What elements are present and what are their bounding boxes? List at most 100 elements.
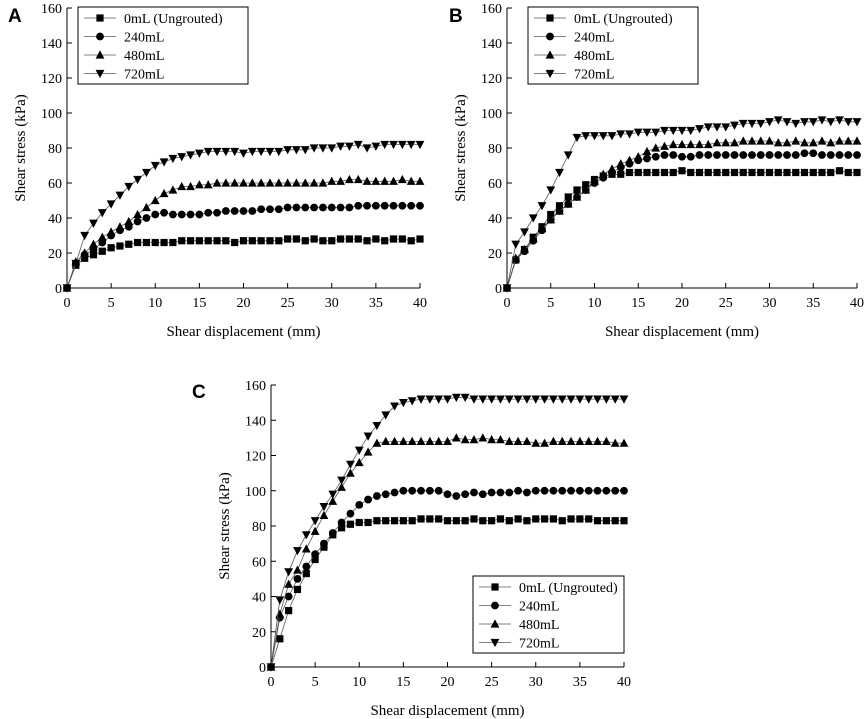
data-point (590, 132, 599, 141)
data-point (159, 188, 169, 198)
legend-label: 480mL (519, 618, 559, 633)
data-point (371, 201, 380, 210)
data-point (285, 607, 293, 615)
data-point (276, 635, 284, 643)
data-point (852, 136, 862, 145)
data-point (651, 152, 660, 161)
data-point (835, 151, 844, 159)
data-point (390, 488, 399, 497)
y-axis-title: Shear stress (kPa) (13, 94, 29, 201)
data-point (496, 435, 505, 444)
data-point (800, 168, 809, 177)
data-point (407, 397, 417, 406)
legend-label: 720mL (124, 68, 164, 83)
data-point (381, 436, 391, 445)
data-point (826, 151, 835, 159)
data-point (345, 203, 354, 212)
data-point (283, 146, 293, 155)
series-line (66, 144, 420, 289)
data-point (354, 201, 363, 210)
data-point (62, 284, 72, 293)
data-point (460, 435, 470, 444)
y-tick-label: 140 (481, 37, 502, 52)
data-point (345, 174, 354, 184)
data-point (572, 133, 582, 143)
data-point (293, 565, 302, 574)
data-point (283, 178, 293, 187)
data-point (415, 140, 425, 150)
data-point (318, 178, 328, 187)
data-point (248, 207, 257, 215)
data-point (390, 402, 399, 411)
data-point (443, 436, 452, 445)
data-point (800, 149, 809, 158)
data-point (557, 395, 567, 404)
y-tick-label: 120 (245, 450, 266, 465)
x-tick-label: 15 (631, 296, 645, 311)
data-point (434, 436, 444, 445)
data-point (425, 486, 434, 495)
series-triangle-up (266, 433, 629, 671)
data-point (738, 136, 748, 145)
data-point (826, 118, 836, 127)
data-point (575, 436, 585, 445)
data-point (549, 395, 558, 404)
x-axis-title: Shear displacement (mm) (166, 324, 320, 340)
data-point (310, 235, 318, 243)
legend-label: 480mL (574, 49, 614, 64)
data-point (230, 147, 240, 157)
x-tick-label: 0 (504, 296, 511, 311)
legend-marker (490, 619, 500, 628)
data-point (532, 515, 540, 523)
data-point (425, 395, 435, 404)
data-point (651, 128, 661, 137)
data-point (284, 592, 293, 601)
data-point (610, 438, 620, 447)
x-tick-label: 20 (237, 296, 251, 311)
data-point (292, 235, 301, 243)
data-point (660, 141, 669, 150)
data-point (593, 486, 602, 495)
data-point (730, 138, 739, 147)
data-point (487, 395, 497, 404)
data-point (620, 517, 628, 525)
data-point (511, 253, 521, 262)
data-point (566, 395, 576, 404)
data-point (177, 153, 187, 162)
data-point (686, 152, 695, 161)
data-point (721, 138, 731, 147)
y-tick-label: 160 (481, 2, 502, 17)
data-point (434, 486, 443, 495)
data-point (748, 151, 756, 159)
data-point (677, 139, 687, 149)
data-point (531, 395, 541, 404)
data-point (695, 168, 704, 177)
y-tick-label: 60 (488, 177, 502, 192)
data-point (619, 438, 629, 447)
data-point (616, 130, 626, 139)
data-point (514, 486, 522, 495)
data-point (808, 118, 818, 127)
data-point (302, 569, 310, 578)
legend-marker (95, 50, 105, 59)
data-point (265, 178, 275, 187)
data-point (248, 237, 256, 245)
chart-panel-a: A 0 5 10 15 20 25 30 35 40 0 20 40 60 80 100 120 140 160 Sh… (8, 2, 427, 340)
data-point (773, 138, 783, 147)
data-point (417, 486, 425, 495)
chart-panel-b: B 0 5 10 15 20 25 30 35 40 0 20 40 60 80 100 120 140 160 Sh… (449, 2, 864, 340)
data-point (783, 151, 791, 159)
data-point (549, 436, 558, 445)
data-point (372, 421, 382, 431)
data-point (528, 214, 538, 223)
x-tick-label: 15 (396, 675, 410, 690)
data-point (247, 178, 257, 187)
data-point (791, 119, 801, 129)
data-point (522, 395, 532, 404)
x-tick-label: 35 (369, 296, 383, 311)
x-axis-title: Shear displacement (mm) (370, 703, 524, 719)
data-point (581, 132, 591, 141)
data-point (625, 168, 634, 177)
data-point (177, 210, 186, 219)
data-point (327, 176, 337, 185)
